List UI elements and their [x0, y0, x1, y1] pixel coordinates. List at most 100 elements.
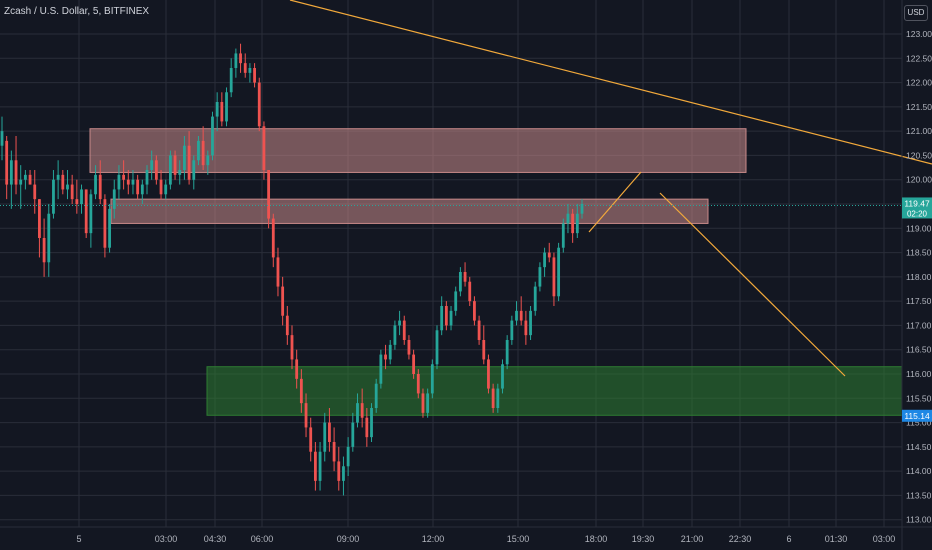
- candle: [402, 315, 406, 345]
- candle-body: [515, 310, 518, 321]
- candle-body: [154, 160, 158, 180]
- candle-body: [56, 174, 60, 180]
- grid-lines: [0, 0, 902, 527]
- candle-body: [164, 184, 168, 195]
- candle: [332, 427, 336, 472]
- candle-body: [70, 184, 74, 200]
- x-tick-label: 06:00: [251, 534, 274, 544]
- candle-body: [384, 354, 387, 360]
- candle-body: [98, 174, 102, 200]
- candle: [117, 165, 121, 200]
- candle: [473, 296, 476, 326]
- candle-body: [309, 427, 313, 452]
- candle: [253, 63, 256, 88]
- candle-body: [332, 442, 336, 462]
- candle-body: [19, 179, 23, 185]
- candle-body: [529, 310, 532, 336]
- candle-body: [248, 68, 252, 73]
- last-price-label-bg: [902, 197, 932, 219]
- candle: [295, 349, 299, 389]
- candle: [463, 262, 467, 287]
- candle-body: [393, 325, 397, 345]
- candle-body: [505, 340, 509, 365]
- candle: [552, 252, 556, 306]
- candle-body: [313, 451, 317, 481]
- candle-body: [257, 82, 261, 127]
- candle: [575, 204, 579, 238]
- candle-body: [197, 140, 200, 161]
- zone-resistance-lower: [110, 198, 709, 224]
- candle-body: [52, 179, 55, 214]
- candle: [108, 204, 111, 253]
- candle: [75, 179, 79, 214]
- candle-body: [145, 170, 149, 185]
- candle: [393, 320, 397, 350]
- candle-body: [374, 383, 378, 408]
- candle-body: [388, 344, 392, 360]
- candle-body: [342, 466, 345, 481]
- candle-body: [47, 213, 51, 263]
- candle-body: [519, 310, 523, 321]
- candle: [533, 281, 537, 316]
- currency-badge[interactable]: USD: [904, 5, 928, 21]
- candle: [482, 325, 486, 365]
- candle: [136, 174, 140, 200]
- last-price-countdown: 02:20: [907, 209, 928, 218]
- candle: [103, 194, 107, 258]
- candle-body: [379, 354, 383, 384]
- candle-body: [440, 306, 444, 331]
- candle-body: [426, 393, 430, 413]
- candle: [56, 160, 60, 200]
- candle-body: [206, 155, 210, 166]
- candle: [374, 378, 378, 413]
- candle: [192, 155, 196, 190]
- candle-body: [136, 179, 140, 195]
- candle-body: [547, 252, 551, 258]
- candle: [501, 359, 504, 394]
- candle: [365, 408, 369, 447]
- candle: [388, 340, 392, 365]
- candle-body: [477, 320, 481, 340]
- candle: [70, 174, 74, 204]
- candle: [313, 442, 317, 491]
- y-tick-label: 117.50: [906, 296, 932, 306]
- x-tick-label: 03:00: [155, 534, 178, 544]
- trendline-long-descending: [289, 0, 932, 165]
- candle-body: [267, 170, 271, 219]
- y-tick-label: 116.50: [906, 345, 932, 355]
- y-tick-label: 120.00: [906, 175, 932, 185]
- candle: [122, 160, 126, 190]
- candle-body: [295, 359, 299, 379]
- candle-body: [435, 330, 439, 365]
- candle: [398, 310, 401, 336]
- candle: [243, 53, 247, 78]
- candle-body: [473, 301, 476, 321]
- candle-body: [229, 68, 233, 93]
- candle: [384, 344, 387, 370]
- candle: [33, 170, 37, 214]
- candle-body: [351, 422, 355, 447]
- candle-body: [571, 213, 575, 234]
- candle: [94, 165, 97, 200]
- candle: [173, 150, 177, 180]
- candle-body: [365, 417, 369, 438]
- y-tick-label: 116.00: [906, 369, 932, 379]
- candle: [89, 189, 93, 248]
- candle: [351, 412, 355, 452]
- candle: [454, 286, 458, 316]
- candle: [281, 276, 285, 326]
- candle-body: [108, 208, 111, 248]
- candle: [98, 160, 102, 204]
- x-tick-label: 09:00: [337, 534, 360, 544]
- candle-body: [253, 68, 256, 83]
- candle: [285, 306, 289, 345]
- candle: [0, 116, 4, 161]
- candle: [547, 242, 551, 263]
- candle-body: [510, 320, 514, 340]
- x-tick-label: 6: [786, 534, 791, 544]
- candle: [290, 325, 294, 370]
- candle-body: [75, 199, 79, 204]
- x-tick-label: 5: [76, 534, 81, 544]
- candle: [197, 136, 200, 166]
